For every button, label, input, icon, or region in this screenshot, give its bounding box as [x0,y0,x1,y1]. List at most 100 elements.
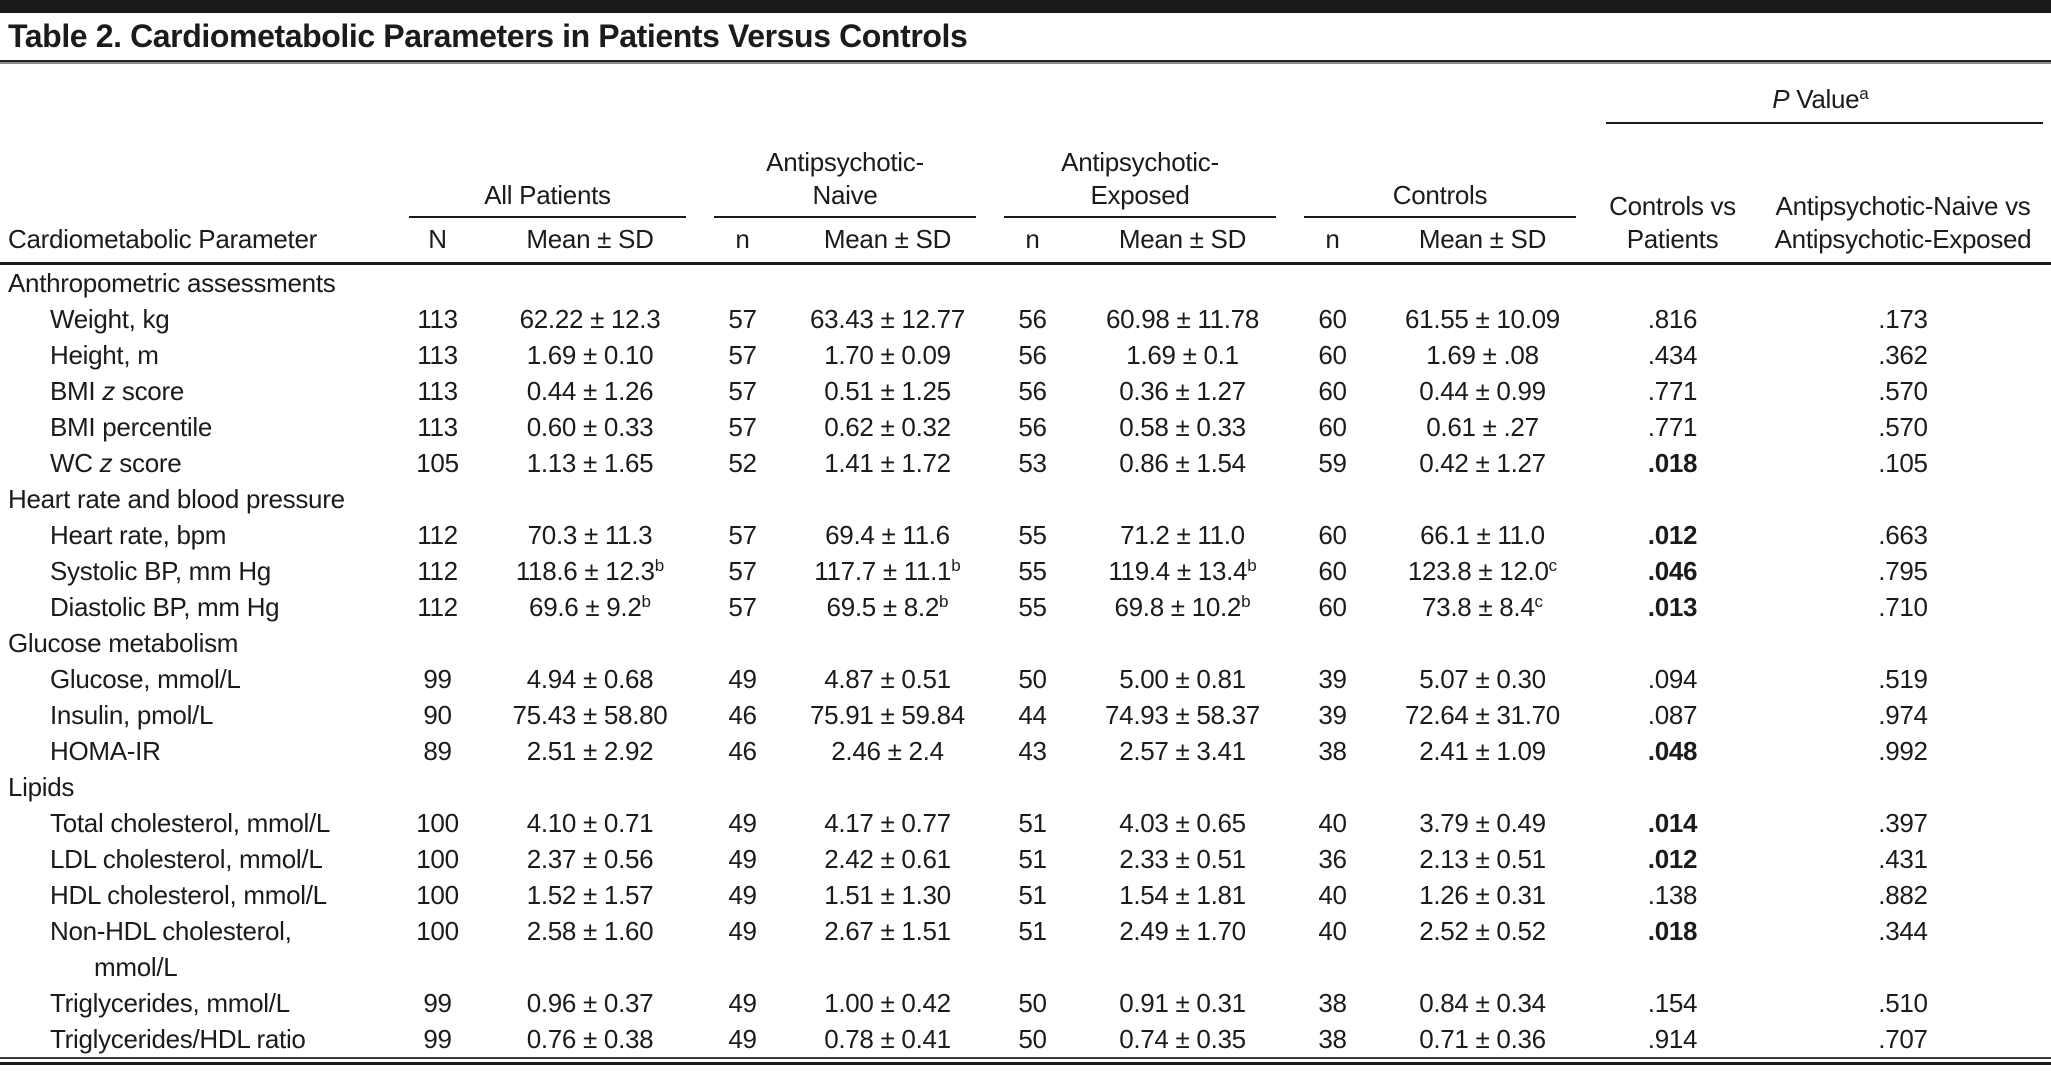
mean-sd-cell: 75.91 ± 59.84 [785,697,990,733]
n-cell-value: 112 [417,592,458,622]
n-cell: 40 [1290,805,1375,841]
n-cell-value: 60 [1318,304,1347,334]
mean-sd-cell-value: 1.69 ± 0.1 [1126,340,1239,370]
mean-sd-cell: 119.4 ± 13.4b [1075,553,1290,589]
p-value-cell: .018 [1647,448,1698,478]
n-cell-value: 57 [728,340,757,370]
column-header-mean-sd-exposed: Mean ± SD [1075,218,1290,265]
n-cell: 38 [1290,733,1375,769]
p-value-cell: .087 [1647,700,1698,730]
p-value-cell: .510 [1878,988,1928,1018]
mean-sd-cell-value: 5.00 ± 0.81 [1119,664,1246,694]
n-cell-value: 36 [1318,844,1347,874]
mean-sd-cell: 72.64 ± 31.70 [1375,697,1590,733]
n-cell: 49 [700,805,785,841]
mean-sd-cell-value: 69.8 ± 10.2 [1114,592,1242,622]
group-label: Antipsychotic-Exposed [1061,147,1219,210]
p-value-cell: .431 [1878,844,1928,874]
n-cell: 57 [700,409,785,445]
mean-sd-cell: 4.03 ± 0.65 [1075,805,1290,841]
mean-sd-cell: 0.42 ± 1.27 [1375,445,1590,481]
mean-sd-cell-value: 5.07 ± 0.30 [1419,664,1546,694]
n-cell-value: 44 [1018,700,1047,730]
mean-sd-cell: 70.3 ± 11.3 [480,517,700,553]
parameter-cell: BMI percentile [0,409,395,445]
mean-sd-cell-value: 1.69 ± .08 [1426,340,1539,370]
n-cell: 49 [700,913,785,985]
n-cell-value: 50 [1018,1024,1047,1054]
parameter-label: Glucose, mmol/L [50,664,241,694]
n-cell-value: 49 [728,664,757,694]
n-cell-value: 39 [1318,700,1347,730]
mean-sd-cell: 69.5 ± 8.2b [785,589,990,625]
section-row: Anthropometric assessments [0,264,2051,302]
table-row: Total cholesterol, mmol/L 100 4.10 ± 0.71 4… [0,805,2051,841]
p-value-cell: .173 [1878,304,1928,334]
n-cell: 49 [700,1021,785,1057]
n-cell: 49 [700,661,785,697]
column-group-p-value: P Valuea [1590,64,2051,124]
column-group-antipsychotic-naive: Antipsychotic-Naive [700,124,990,218]
mean-sd-cell: 2.49 ± 1.70 [1075,913,1290,985]
mean-sd-cell-value: 0.76 ± 0.38 [526,1024,654,1054]
n-cell-value: 100 [416,880,459,910]
mean-sd-cell: 1.52 ± 1.57 [480,877,700,913]
n-cell: 100 [395,805,480,841]
p-value-cell: .362 [1878,340,1928,370]
n-cell: 49 [700,841,785,877]
p-value-cell: .663 [1878,520,1928,550]
n-cell: 57 [700,301,785,337]
parameter-label: BMI percentile [50,412,212,442]
group-label: All Patients [484,180,611,210]
mean-sd-cell: 1.69 ± 0.10 [480,337,700,373]
n-cell: 90 [395,697,480,733]
n-cell-value: 59 [1318,448,1347,478]
mean-sd-cell-value: 74.93 ± 58.37 [1105,700,1260,730]
mean-sd-cell: 4.87 ± 0.51 [785,661,990,697]
mean-sd-cell: 75.43 ± 58.80 [480,697,700,733]
n-cell: 60 [1290,589,1375,625]
parameter-cell: Non-HDL cholesterol, mmol/L [0,913,395,985]
mean-sd-cell: 61.55 ± 10.09 [1375,301,1590,337]
n-cell-value: 99 [423,988,452,1018]
mean-sd-cell-value: 63.43 ± 12.77 [810,304,965,334]
mean-sd-cell-value: 4.17 ± 0.77 [824,808,951,838]
table-bottom-rule [0,1057,2051,1065]
mean-sd-cell-value: 0.71 ± 0.36 [1419,1024,1546,1054]
section-header: Lipids [8,772,75,802]
table-row: HOMA-IR 89 2.51 ± 2.92 46 2.46 ± 2.4 43 2.57 ±… [0,733,2051,769]
mean-sd-cell: 1.26 ± 0.31 [1375,877,1590,913]
mean-sd-cell-value: 1.54 ± 1.81 [1119,880,1246,910]
footnote-marker: c [1548,556,1558,575]
p-value-cell: .914 [1647,1024,1698,1054]
mean-sd-cell: 0.44 ± 1.26 [480,373,700,409]
mean-sd-cell-value: 75.91 ± 59.84 [810,700,965,730]
p-value-cell: .046 [1647,556,1698,586]
n-cell-value: 51 [1018,808,1047,838]
mean-sd-cell-value: 2.52 ± 0.52 [1419,916,1546,946]
n-cell-value: 105 [416,448,459,478]
parameter-cell: Glucose, mmol/L [0,661,395,697]
n-cell-value: 50 [1018,988,1047,1018]
mean-sd-cell-value: 3.79 ± 0.49 [1419,808,1546,838]
parameter-cell: BMI z score [0,373,395,409]
p-value-cell: .570 [1878,412,1928,442]
n-cell: 57 [700,337,785,373]
n-cell-value: 57 [728,520,757,550]
n-cell-value: 99 [423,1024,452,1054]
n-cell-value: 113 [417,412,458,442]
parameter-label: Total cholesterol, mmol/L [50,808,331,838]
parameter-cell: Heart rate, bpm [0,517,395,553]
n-cell-value: 112 [417,520,458,550]
n-cell-value: 60 [1318,520,1347,550]
p-value-cell: .012 [1647,844,1698,874]
parameter-cell: WC z score [0,445,395,481]
n-cell-value: 38 [1318,1024,1347,1054]
mean-sd-cell-value: 72.64 ± 31.70 [1405,700,1560,730]
mean-sd-cell-value: 69.5 ± 8.2 [826,592,940,622]
table-row: LDL cholesterol, mmol/L 100 2.37 ± 0.56 49 2… [0,841,2051,877]
parameter-cell: Systolic BP, mm Hg [0,553,395,589]
n-cell: 99 [395,985,480,1021]
n-cell: 57 [700,589,785,625]
n-cell: 100 [395,913,480,985]
